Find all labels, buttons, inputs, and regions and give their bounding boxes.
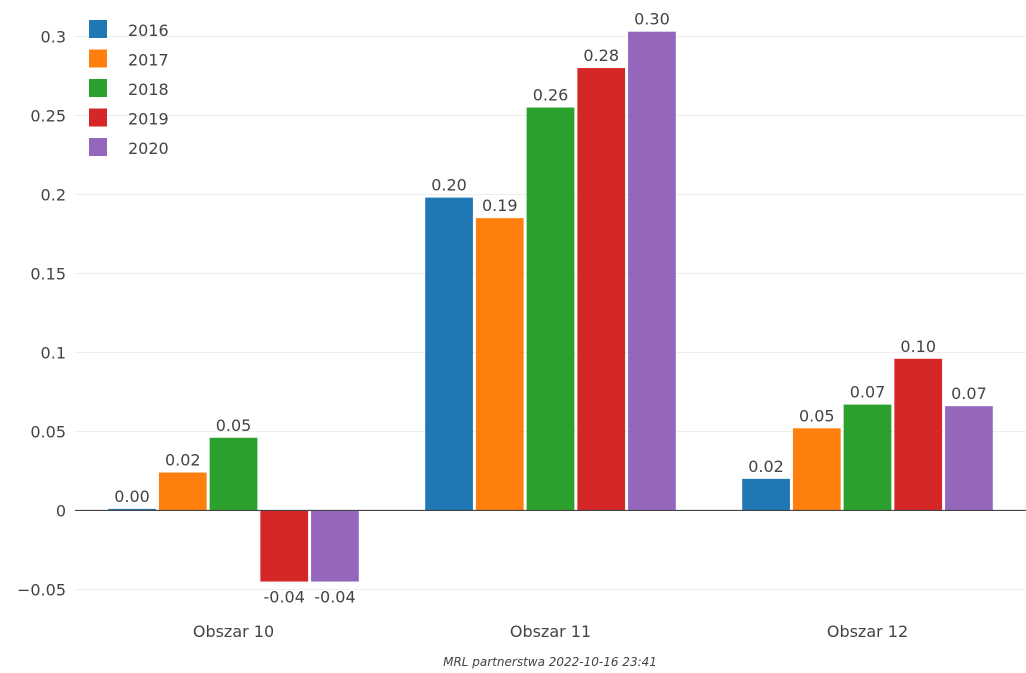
data-label: -0.04 [314,588,355,607]
bar-2019-obszar-11 [577,68,626,511]
bar-2020-obszar-12 [945,406,993,511]
bar-2018-obszar-10 [209,437,258,511]
legend-swatch [89,79,107,97]
legend-label: 2019 [128,110,169,129]
y-tick-label: 0 [56,501,66,520]
bars [108,31,993,582]
bar-2020-obszar-10 [311,510,359,582]
data-label: -0.04 [264,588,305,607]
legend-label: 2016 [128,21,169,40]
legend-swatch [89,49,107,68]
data-label: 0.10 [900,337,936,356]
y-tick-label: 0.2 [41,185,66,204]
legend-swatch [89,20,107,38]
bar-2016-obszar-11 [425,197,473,511]
footer-timestamp: MRL partnerstwa 2022-10-16 23:41 [443,655,657,669]
data-label: 0.07 [951,384,987,403]
x-axis-ticks: Obszar 10 Obszar 11 Obszar 12 [193,622,908,641]
x-tick-label: Obszar 11 [510,622,591,641]
bar-2019-obszar-12 [894,358,943,511]
data-label: 0.05 [799,406,835,425]
bar-2020-obszar-11 [628,31,676,511]
legend-item-2020[interactable]: 2020 [89,138,169,158]
x-tick-label: Obszar 10 [193,622,274,641]
data-label: 0.28 [583,46,619,65]
legend-label: 2020 [128,139,169,158]
data-label: 0.02 [748,457,784,476]
legend-swatch [89,108,107,127]
y-tick-label: 0.25 [30,106,66,125]
data-label: 0.30 [634,10,670,29]
y-tick-label: 0.1 [41,343,66,362]
y-tick-label: 0.05 [30,422,66,441]
legend-label: 2017 [128,51,169,70]
bar-2017-obszar-12 [792,428,841,511]
legend-item-2016[interactable]: 2016 [89,20,169,40]
y-axis-ticks: −0.05 0 0.05 0.1 0.15 0.2 0.25 0.3 [17,27,66,599]
legend[interactable]: 2016 2017 2018 2019 2020 [89,20,169,158]
bar-2018-obszar-11 [526,107,575,511]
legend-item-2018[interactable]: 2018 [89,79,169,99]
data-label: 0.26 [533,86,569,105]
data-label: 0.05 [216,416,252,435]
data-label: 0.19 [482,196,518,215]
bar-2016-obszar-10 [108,508,156,511]
y-tick-label: −0.05 [17,580,66,599]
y-tick-label: 0.15 [30,264,66,283]
data-label: 0.02 [165,451,201,470]
legend-item-2017[interactable]: 2017 [89,49,169,70]
legend-item-2019[interactable]: 2019 [89,108,169,129]
data-label: 0.07 [850,383,886,402]
data-label: 0.00 [114,487,150,506]
y-tick-label: 0.3 [41,27,66,46]
bar-2017-obszar-10 [158,472,207,511]
x-tick-label: Obszar 12 [827,622,908,641]
data-labels: 0.00 0.02 0.05 -0.04 -0.04 0.20 0.19 0.26 0.28 0.… [114,10,987,607]
bar-2016-obszar-12 [742,478,790,511]
legend-label: 2018 [128,80,169,99]
data-label: 0.20 [431,176,467,195]
bar-2019-obszar-10 [260,510,309,582]
bar-2017-obszar-11 [475,218,524,511]
legend-swatch [89,138,107,156]
bar-2018-obszar-12 [843,404,892,511]
